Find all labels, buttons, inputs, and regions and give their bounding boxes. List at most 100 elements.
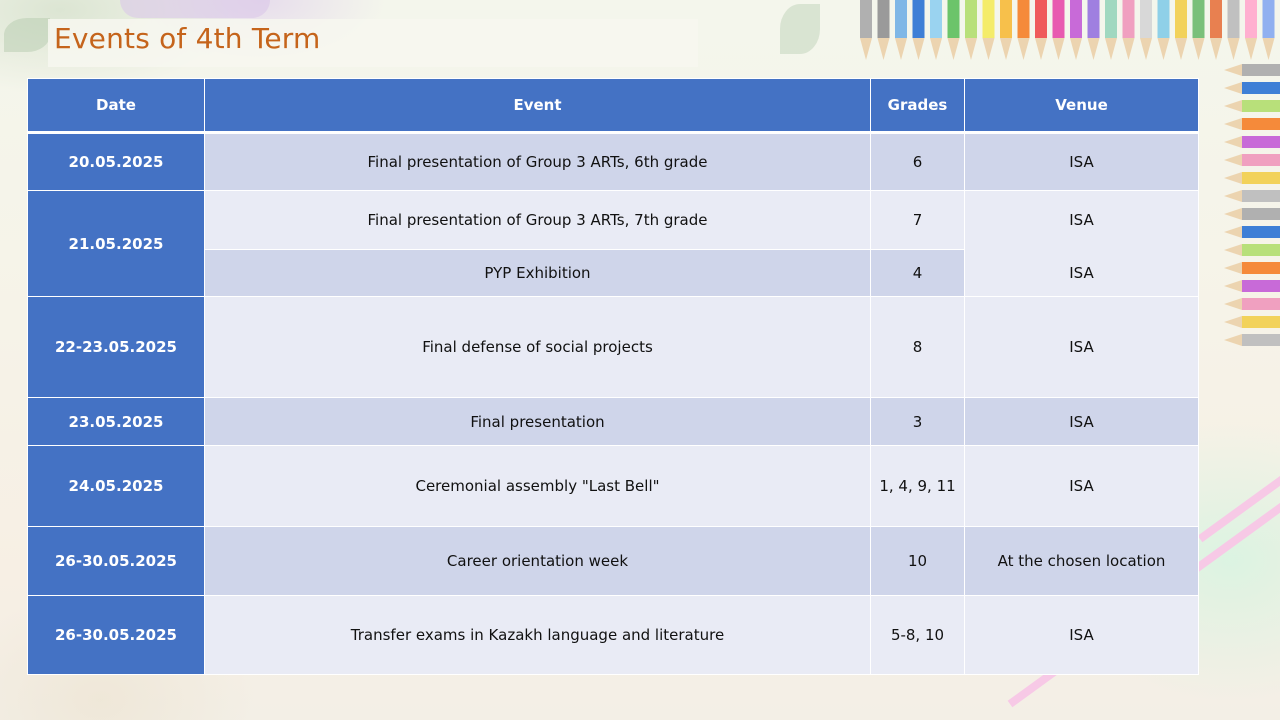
pencil-tip [1000, 38, 1012, 60]
table-row: 23.05.2025 Final presentation 3 ISA [27, 397, 1199, 446]
leaf-decoration [780, 4, 820, 54]
pencil-tip [1224, 136, 1242, 148]
pencil-shape [1000, 0, 1012, 38]
pencil-tip [1224, 64, 1242, 76]
pencil-shape [1052, 0, 1065, 38]
pencil-tip [1140, 38, 1152, 60]
pencil-tip [895, 38, 907, 60]
pencil-shape [1070, 0, 1082, 38]
pencil-shape [1242, 64, 1280, 76]
pencil-shape [1242, 190, 1280, 202]
table-row: 24.05.2025 Ceremonial assembly "Last Bel… [27, 445, 1199, 527]
header-venue: Venue [964, 78, 1199, 134]
pencil-shape [1122, 0, 1135, 38]
pencil-tip [1035, 38, 1047, 60]
table-header-row: Date Event Grades Venue [27, 78, 1199, 134]
pencil-shape [1242, 136, 1280, 148]
date-cell: 22-23.05.2025 [27, 296, 205, 398]
pencil-shape [912, 0, 925, 38]
grades-cell: 8 [870, 296, 965, 398]
grades-cell: 6 [870, 132, 965, 191]
event-cell: Ceremonial assembly "Last Bell" [204, 445, 871, 527]
venue-cell: ISA [964, 132, 1199, 191]
venue-cell: ISA [964, 397, 1199, 446]
event-cell: PYP Exhibition [204, 248, 871, 298]
pencil-tip [930, 38, 942, 60]
event-cell: Final presentation [204, 397, 871, 446]
title-box [48, 19, 698, 67]
pencil-tip [1224, 100, 1242, 112]
table-row: PYP Exhibition 4 [28, 248, 1199, 298]
pencil-tip [1224, 172, 1242, 184]
pencil-shape [1242, 298, 1280, 310]
pencil-shape [1242, 226, 1280, 238]
pencil-shape [1242, 244, 1280, 256]
pencil-tip [965, 38, 977, 60]
pencil-shape [1245, 0, 1257, 38]
pencil-shape [965, 0, 977, 38]
grades-cell: 5-8, 10 [870, 595, 965, 675]
pencil-tip [947, 38, 960, 60]
table-row: 22-23.05.2025 Final defense of social pr… [27, 296, 1199, 398]
pencil-tip [1017, 38, 1030, 60]
pencil-tip [1224, 244, 1242, 256]
pencil-shape [1157, 0, 1170, 38]
pencil-shape [982, 0, 995, 38]
pencil-shape [1262, 0, 1275, 38]
pencils-side-decoration [1224, 64, 1280, 346]
pencil-tip [1087, 38, 1100, 60]
pencil-tip [912, 38, 925, 60]
pencils-top-decoration [860, 0, 1275, 60]
venue-text: ISA [1069, 263, 1094, 282]
date-cell: 21.05.2025 [27, 190, 205, 297]
pencil-shape [1242, 172, 1280, 184]
pencil-shape [860, 0, 872, 38]
pencil-shape [1242, 262, 1280, 274]
pencil-tip [1224, 154, 1242, 166]
pencil-shape [1140, 0, 1152, 38]
pencil-tip [1224, 226, 1242, 238]
pencil-tip [1070, 38, 1082, 60]
venue-cell: ISA [964, 445, 1199, 527]
pencil-tip [1224, 280, 1242, 292]
event-cell: Final presentation of Group 3 ARTs, 7th … [204, 190, 871, 250]
table-row: 26-30.05.2025 Career orientation week 10… [27, 526, 1199, 596]
grades-cell: 10 [870, 526, 965, 596]
pencil-shape [1227, 0, 1240, 38]
pencil-shape [1105, 0, 1117, 38]
date-cell: 20.05.2025 [27, 132, 205, 191]
event-cell: Transfer exams in Kazakh language and li… [204, 595, 871, 675]
event-cell: Final presentation of Group 3 ARTs, 6th … [204, 132, 871, 191]
date-cell: 23.05.2025 [27, 397, 205, 446]
pencil-shape [1242, 280, 1280, 292]
date-cell: 26-30.05.2025 [27, 526, 205, 596]
pencil-shape [1035, 0, 1047, 38]
grades-cell: 7 [870, 190, 965, 250]
pencil-tip [1224, 118, 1242, 130]
header-grades: Grades [870, 78, 965, 134]
header-date: Date [27, 78, 205, 134]
date-cell: 26-30.05.2025 [27, 595, 205, 675]
event-cell: Career orientation week [204, 526, 871, 596]
pencil-shape [1242, 154, 1280, 166]
pencil-tip [1224, 298, 1242, 310]
pencil-tip [1052, 38, 1065, 60]
pencil-tip [1105, 38, 1117, 60]
pencil-tip [982, 38, 995, 60]
event-cell: Final defense of social projects [204, 296, 871, 398]
table-row: 26-30.05.2025 Transfer exams in Kazakh l… [27, 595, 1199, 675]
pencil-tip [1262, 38, 1275, 60]
pencil-shape [1242, 334, 1280, 346]
leaf-decoration [4, 18, 50, 52]
table-row: 20.05.2025 Final presentation of Group 3… [27, 132, 1199, 191]
pencil-tip [860, 38, 872, 60]
table-row: 21.05.2025 Final presentation of Group 3… [27, 190, 1199, 297]
pencil-shape [1242, 118, 1280, 130]
page-title: Events of 4th Term [54, 22, 321, 55]
venue-cell: ISA [964, 296, 1199, 398]
pencil-shape [1017, 0, 1030, 38]
pencil-shape [1242, 208, 1280, 220]
pencil-tip [1210, 38, 1222, 60]
pencil-tip [1224, 262, 1242, 274]
pencil-tip [877, 38, 890, 60]
